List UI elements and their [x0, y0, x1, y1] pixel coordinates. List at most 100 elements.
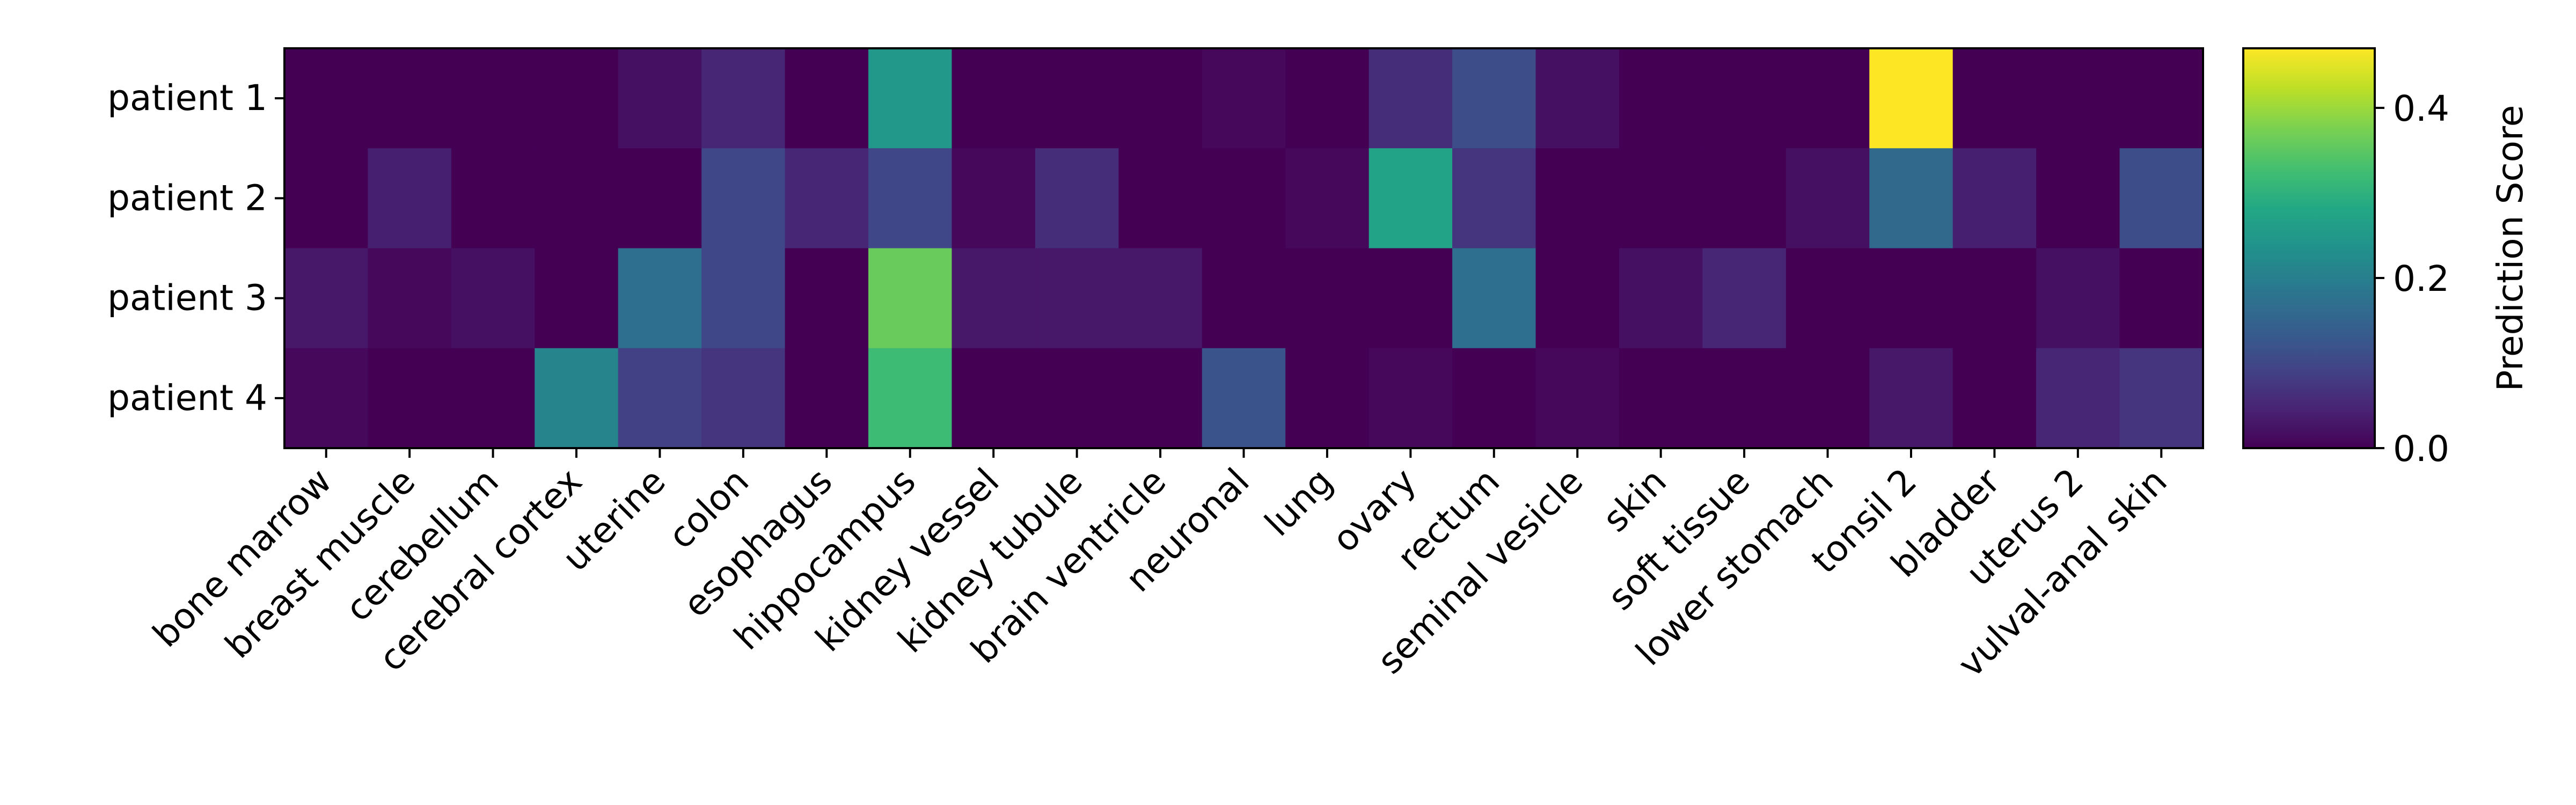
heatmap-cell — [1368, 48, 1453, 149]
heatmap-cell — [952, 348, 1036, 449]
colorbar-gradient — [2243, 48, 2375, 448]
heatmap-cell — [2119, 248, 2204, 349]
heatmap-cell — [1785, 148, 1870, 249]
heatmap-cell — [618, 148, 702, 249]
heatmap-cell — [1118, 248, 1203, 349]
heatmap-cell — [1785, 348, 1870, 449]
heatmap-cell — [1035, 48, 1119, 149]
heatmap-cell — [701, 48, 786, 149]
heatmap-cell — [1702, 48, 1787, 149]
heatmap-cell — [1869, 348, 1953, 449]
heatmap-cell — [535, 148, 619, 249]
heatmap-cell — [952, 48, 1036, 149]
heatmap-cell — [1035, 148, 1119, 249]
heatmap-cell — [1952, 48, 2037, 149]
heatmap-cell — [1035, 248, 1119, 349]
heatmap-cell — [868, 148, 953, 249]
heatmap-cell — [1452, 348, 1536, 449]
heatmap-cell — [1535, 348, 1620, 449]
row-tick-label: patient 3 — [107, 277, 267, 319]
heatmap-cell — [1785, 48, 1870, 149]
heatmap-cell — [368, 348, 452, 449]
heatmap-cell — [1952, 248, 2037, 349]
heatmap-cell — [451, 148, 535, 249]
heatmap-cell — [2036, 248, 2120, 349]
heatmap-cell — [1952, 348, 2037, 449]
heatmap-cell — [1785, 248, 1870, 349]
heatmap-cell — [1368, 248, 1453, 349]
colorbar-tick-label: 0.0 — [2393, 428, 2449, 470]
heatmap-cell — [1035, 348, 1119, 449]
heatmap-cell — [785, 148, 869, 249]
heatmap-cell — [1952, 148, 2037, 249]
heatmap-cell — [2036, 48, 2120, 149]
heatmap-cell — [1619, 148, 1703, 249]
heatmap-cells — [284, 48, 2204, 449]
heatmap-cell — [1535, 248, 1620, 349]
heatmap-cell — [2036, 348, 2120, 449]
heatmap-cell — [535, 248, 619, 349]
colorbar-tick-label: 0.4 — [2393, 88, 2449, 129]
heatmap-cell — [1118, 48, 1203, 149]
heatmap-cell — [284, 348, 369, 449]
heatmap-cell — [451, 248, 535, 349]
colorbar-tick-label: 0.2 — [2393, 258, 2449, 299]
heatmap-cell — [1452, 48, 1536, 149]
heatmap-cell — [1285, 248, 1370, 349]
heatmap-cell — [1285, 148, 1370, 249]
heatmap-cell — [1118, 348, 1203, 449]
heatmap-cell — [785, 48, 869, 149]
heatmap-cell — [1702, 148, 1787, 249]
heatmap-cell — [1452, 148, 1536, 249]
heatmap-cell — [368, 248, 452, 349]
heatmap-cell — [1619, 248, 1703, 349]
heatmap-cell — [701, 248, 786, 349]
row-tick-label: patient 1 — [107, 77, 267, 119]
colorbar-label: Prediction Score — [2490, 105, 2531, 392]
colorbar-ticks: 0.0 0.2 0.4 — [2375, 88, 2449, 470]
heatmap-cell — [1869, 148, 1953, 249]
heatmap-cell — [868, 248, 953, 349]
heatmap-cell — [2119, 348, 2204, 449]
heatmap-cell — [618, 348, 702, 449]
heatmap-cell — [1202, 48, 1286, 149]
heatmap-cell — [1869, 48, 1953, 149]
heatmap-cell — [1535, 148, 1620, 249]
heatmap-cell — [952, 248, 1036, 349]
heatmap-cell — [451, 348, 535, 449]
heatmap-cell — [368, 148, 452, 249]
heatmap-cell — [1869, 248, 1953, 349]
heatmap-cell — [368, 48, 452, 149]
heatmap-cell — [868, 348, 953, 449]
heatmap-cell — [1452, 248, 1536, 349]
heatmap-cell — [1619, 348, 1703, 449]
heatmap-cell — [1702, 348, 1787, 449]
heatmap-cell — [618, 48, 702, 149]
heatmap-cell — [2119, 48, 2204, 149]
heatmap-cell — [868, 48, 953, 149]
heatmap-cell — [701, 348, 786, 449]
row-tick-label: patient 2 — [107, 177, 267, 218]
heatmap-cell — [1118, 148, 1203, 249]
heatmap-cell — [1285, 348, 1370, 449]
heatmap-cell — [1368, 148, 1453, 249]
heatmap-cell — [1702, 248, 1787, 349]
heatmap-cell — [284, 248, 369, 349]
heatmap-cell — [2036, 148, 2120, 249]
heatmap-cell — [785, 248, 869, 349]
heatmap-cell — [701, 148, 786, 249]
heatmap-cell — [1202, 148, 1286, 249]
heatmap-cell — [284, 148, 369, 249]
heatmap-cell — [785, 348, 869, 449]
heatmap-cell — [1285, 48, 1370, 149]
heatmap-cell — [451, 48, 535, 149]
heatmap-cell — [1368, 348, 1453, 449]
colorbar: 0.0 0.2 0.4 Prediction Score — [2242, 47, 2531, 470]
heatmap-cell — [535, 48, 619, 149]
colorbar-frame — [2242, 47, 2376, 449]
heatmap-cell — [618, 248, 702, 349]
heatmap-cell — [952, 148, 1036, 249]
heatmap-cell — [284, 48, 369, 149]
